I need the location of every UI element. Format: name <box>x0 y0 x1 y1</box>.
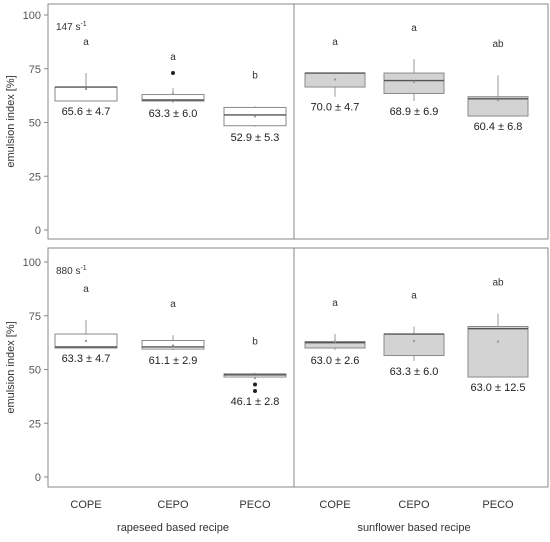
mean-point <box>333 78 337 81</box>
significance-letter: ab <box>492 39 504 50</box>
mean-sd-label: 63.3 ± 6.0 <box>149 108 198 120</box>
mean-point <box>412 339 416 343</box>
mean-point <box>412 80 416 84</box>
mean-sd-label: 63.3 ± 4.7 <box>62 353 111 365</box>
mean-point <box>253 115 257 118</box>
y-tick-label: 0 <box>35 225 41 237</box>
box <box>467 96 529 117</box>
group-label-rapeseed: rapeseed based recipe <box>117 522 229 534</box>
panel-frame <box>293 247 549 488</box>
box <box>467 326 529 378</box>
mean-point <box>84 87 88 91</box>
y-tick-label: 75 <box>29 311 41 323</box>
y-tick-label: 75 <box>29 64 41 76</box>
y-tick-label: 50 <box>29 118 41 130</box>
y-tick-label: 50 <box>29 365 41 377</box>
x-category-label: PECO <box>239 499 271 511</box>
mean-sd-label: 61.1 ± 2.9 <box>149 355 198 367</box>
mean-sd-label: 68.9 ± 6.9 <box>390 106 439 118</box>
significance-letter: a <box>332 298 338 309</box>
outlier-point <box>253 389 257 393</box>
mean-point <box>496 340 500 343</box>
x-category-label: COPE <box>70 499 101 511</box>
panel-frames <box>44 3 549 488</box>
significance-letter: b <box>252 70 258 81</box>
x-category-label: PECO <box>482 499 514 511</box>
x-category-label: CEPO <box>398 499 430 511</box>
shear-rate-label: 147 s-1 <box>56 21 87 33</box>
mean-sd-label: 65.6 ± 4.7 <box>62 106 111 118</box>
chart-labels: 0 25 50 75 100 emulsion index [%] 147 s-1 a 65.6… <box>5 10 525 534</box>
panel-frame <box>293 3 549 240</box>
mean-point <box>84 339 88 343</box>
y-tick-label: 100 <box>23 10 41 22</box>
mean-point <box>496 98 500 102</box>
chart-marks <box>54 59 529 393</box>
significance-letter: a <box>83 37 89 48</box>
significance-letter: a <box>170 299 176 310</box>
mean-point <box>171 344 175 347</box>
outlier-point <box>171 71 175 76</box>
outlier-point <box>253 382 257 387</box>
mean-sd-label: 52.9 ± 5.3 <box>231 132 280 144</box>
significance-letter: a <box>83 284 89 295</box>
mean-point <box>253 376 257 380</box>
box <box>383 333 445 357</box>
mean-sd-label: 70.0 ± 4.7 <box>311 102 360 114</box>
mean-sd-label: 60.4 ± 6.8 <box>474 121 523 133</box>
y-tick-label: 25 <box>29 418 41 430</box>
significance-letter: ab <box>492 278 504 289</box>
significance-letter: a <box>170 52 176 63</box>
mean-sd-label: 63.3 ± 6.0 <box>390 366 439 378</box>
y-tick-label: 25 <box>29 171 41 183</box>
mean-point <box>333 340 337 343</box>
x-category-label: COPE <box>319 499 350 511</box>
shear-rate-label: 880 s-1 <box>56 265 87 277</box>
y-tick-label: 100 <box>23 257 41 269</box>
y-axis-label: emulsion index [%] <box>5 321 17 413</box>
y-axis-label: emulsion index [%] <box>5 75 17 167</box>
group-label-sunflower: sunflower based recipe <box>357 522 470 534</box>
significance-letter: a <box>332 37 338 48</box>
mean-point <box>171 92 175 96</box>
significance-letter: a <box>411 291 417 302</box>
y-tick-label: 0 <box>35 472 41 484</box>
mean-sd-label: 63.0 ± 2.6 <box>311 355 360 367</box>
x-category-label: CEPO <box>157 499 189 511</box>
mean-sd-label: 46.1 ± 2.8 <box>231 396 280 408</box>
box <box>383 72 445 94</box>
significance-letter: b <box>252 337 258 348</box>
significance-letter: a <box>411 23 417 34</box>
mean-sd-label: 63.0 ± 12.5 <box>471 382 526 394</box>
